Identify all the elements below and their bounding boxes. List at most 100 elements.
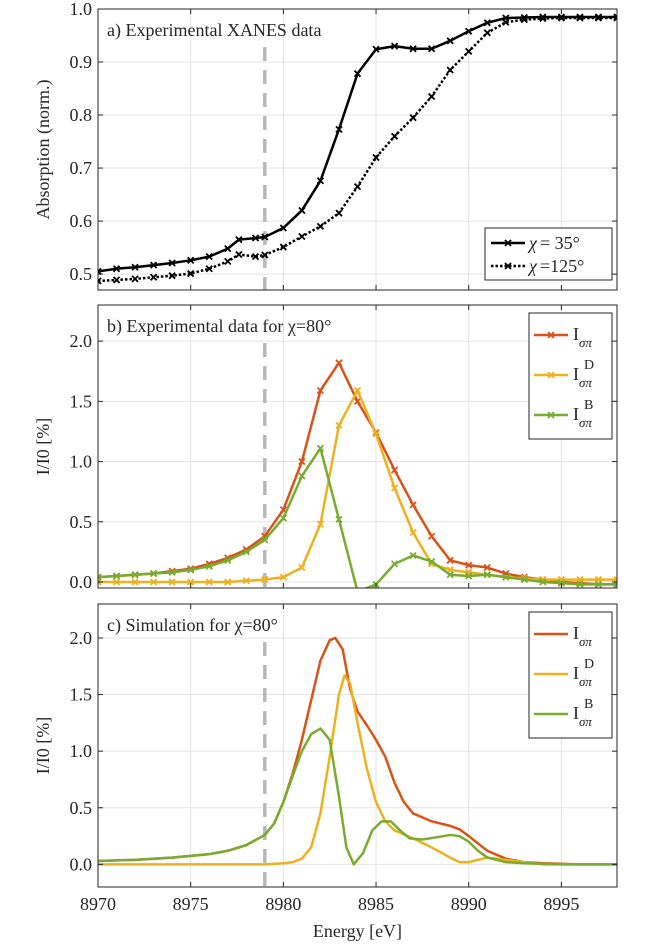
legend-superscript: D [584,657,594,672]
x-tick-label: 8985 [358,894,394,914]
series-line-2 [98,727,617,866]
data-point [187,566,195,574]
data-point [168,259,176,267]
data-point [187,256,195,264]
data-point [131,275,139,283]
data-point [149,578,158,586]
legend-subscript: σπ [579,714,592,729]
legend-subscript: σπ [579,335,592,350]
y-tick-label: 0.5 [70,512,93,532]
data-point [446,37,454,45]
data-point [98,573,102,581]
y-tick-label: 1.0 [70,452,93,472]
data-point [372,153,380,162]
y-tick-label: 2.0 [70,628,93,648]
data-point [235,235,243,244]
data-point [353,182,362,191]
data-point [539,578,547,586]
data-point [168,568,176,576]
x-axis-label: Energy [eV] [313,921,402,941]
data-point [372,45,380,53]
series-line-2 [98,447,617,588]
data-point [335,515,343,523]
x-tick-label: 8970 [80,894,116,914]
data-point [224,578,232,586]
data-point [316,386,325,395]
series-group [98,359,617,588]
panel-title: b) Experimental data for χ=80° [107,316,331,337]
data-point [465,561,473,569]
data-point [205,578,213,586]
panel-title: a) Experimental XANES data [107,20,321,41]
data-point [131,578,139,586]
y-tick-label: 0.9 [70,52,93,72]
axes-box [97,304,618,589]
legend-marker [547,331,555,339]
data-point [539,13,547,21]
data-point [483,29,491,37]
data-point [557,14,566,22]
legend-chi-symbol: χ [527,233,538,253]
data-point [131,571,139,579]
data-point [353,386,362,395]
data-point [279,573,287,581]
y-tick-label: 0.0 [70,572,93,592]
legend-marker [547,371,555,379]
data-point [390,560,399,568]
data-point [131,263,139,271]
data-point [251,252,260,261]
y-tick-label: 1.0 [70,0,93,19]
data-point [353,397,362,405]
legend: χ = 35°χ =125° [484,227,613,281]
data-point [465,27,473,35]
legend-superscript: B [584,697,593,712]
data-point [316,444,325,452]
data-point [316,222,325,231]
data-point [483,571,491,579]
data-point [168,272,176,280]
y-tick-label: 0.5 [70,264,93,284]
panel-c: 0.0 0.5 1.0 1.5 2.0 8970 8975 8980 8985 8990 8995 E… [33,603,618,941]
data-point [428,557,436,566]
data-point [483,19,491,27]
y-tick-label: 1.5 [70,685,93,705]
y-tick-label: 0.0 [70,854,93,874]
data-point [446,556,454,564]
data-point [112,276,121,284]
data-point [465,572,473,580]
data-point [483,563,491,572]
data-point [409,501,417,509]
y-axis-label: I/I0 [%] [33,418,53,475]
data-point [316,177,325,185]
legend-marker [504,262,512,270]
data-point [168,578,176,586]
data-point [372,430,380,438]
legend-marker [547,411,555,419]
data-point [112,578,121,586]
legend-label: = 35° [540,233,580,253]
data-point [224,257,232,266]
data-point [298,472,306,480]
data-point [465,47,473,56]
data-point [594,14,603,22]
x-tick-label: 8975 [173,894,209,914]
data-point [390,42,399,50]
data-point [539,14,547,23]
y-tick-label: 0.5 [70,798,93,818]
x-tick-label: 8980 [265,894,301,914]
data-point [224,245,232,253]
y-tick-label: 0.7 [70,158,93,178]
data-point [594,580,603,588]
data-point [251,234,260,242]
data-point [390,466,399,474]
data-point [576,580,584,588]
y-tick-label: 1.0 [70,741,93,761]
data-point [390,132,399,140]
data-point [149,273,158,281]
panel-b: 0.0 0.5 1.0 1.5 2.0 I/I0 [%] b) Experimental d… [33,304,618,592]
data-point [279,514,287,522]
panel-title: c) Simulation for χ=80° [107,615,278,636]
data-point [428,92,436,101]
legend-marker [504,239,512,247]
